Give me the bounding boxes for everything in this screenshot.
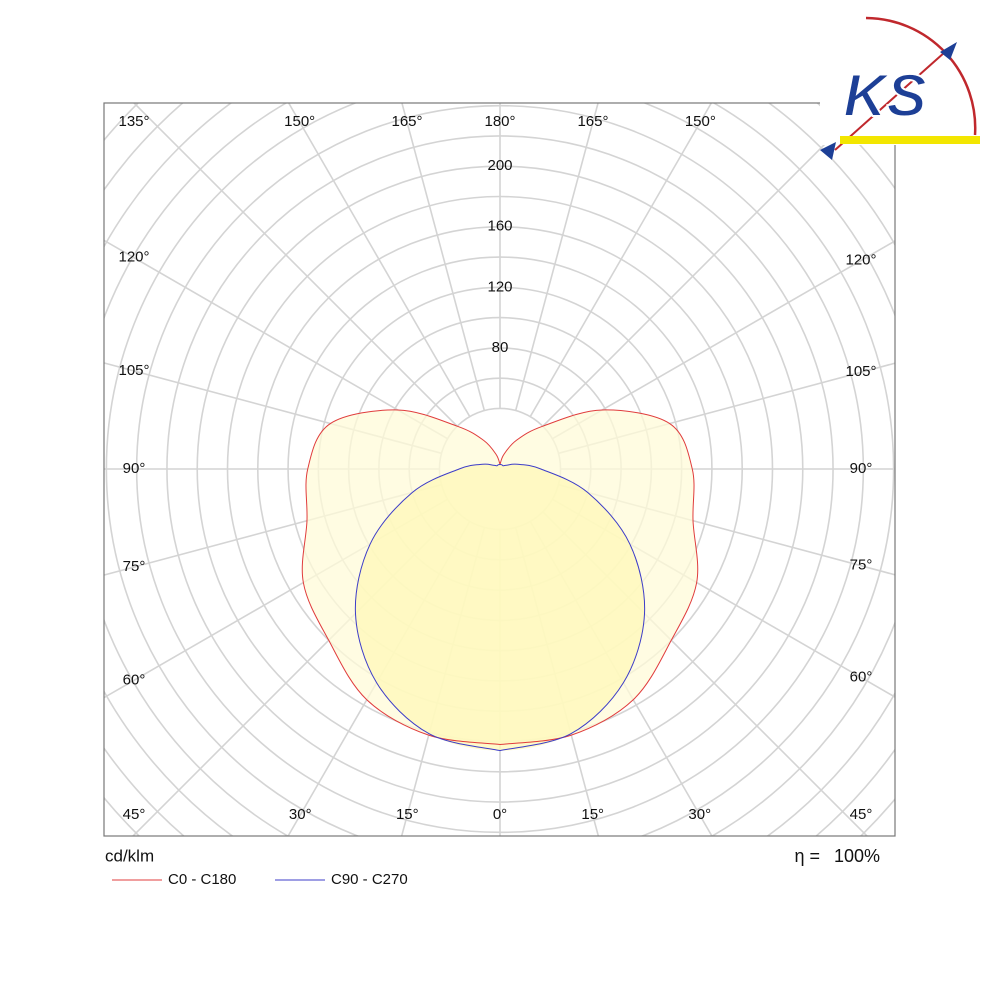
angle-label: 165° bbox=[577, 113, 608, 130]
angle-label: 30° bbox=[289, 806, 312, 823]
angle-label: 60° bbox=[850, 668, 873, 685]
angle-label: 45° bbox=[123, 806, 146, 823]
efficiency: 100% bbox=[834, 846, 880, 866]
series-line bbox=[499, 463, 646, 752]
logo-arrow bbox=[820, 142, 836, 160]
angle-label: 30° bbox=[688, 806, 711, 823]
angle-label: 120° bbox=[118, 249, 149, 266]
logo-text: KS bbox=[843, 62, 926, 129]
series-line bbox=[499, 409, 699, 746]
r-tick-label: 120 bbox=[487, 278, 512, 295]
angle-label: 180° bbox=[484, 113, 515, 130]
angle-label: 15° bbox=[396, 806, 419, 823]
unit-label: cd/klm bbox=[105, 846, 154, 865]
spoke bbox=[529, 103, 713, 417]
angle-label: 60° bbox=[123, 671, 146, 688]
legend-label: C90 - C270 bbox=[331, 871, 408, 888]
angle-label: 105° bbox=[845, 363, 876, 380]
angle-label: 105° bbox=[118, 362, 149, 379]
angle-label: 150° bbox=[685, 113, 716, 130]
spoke bbox=[401, 103, 486, 411]
angle-label: 165° bbox=[392, 113, 423, 130]
angle-label: 75° bbox=[123, 558, 146, 575]
series-line bbox=[301, 409, 501, 746]
r-tick-label: 160 bbox=[487, 218, 512, 235]
r-tick-label: 200 bbox=[487, 157, 512, 174]
angle-label: 135° bbox=[118, 113, 149, 130]
spoke bbox=[514, 103, 599, 411]
legend-label: C0 - C180 bbox=[168, 871, 236, 888]
area-fill bbox=[355, 464, 645, 751]
spoke bbox=[552, 240, 895, 440]
spoke bbox=[287, 103, 471, 417]
angle-label: 90° bbox=[850, 460, 873, 477]
series-line bbox=[354, 463, 501, 752]
angle-label: 150° bbox=[284, 113, 315, 130]
logo: KS bbox=[820, 16, 980, 160]
spoke bbox=[104, 239, 448, 440]
logo-bar bbox=[840, 136, 980, 144]
efficiency-symbol: η = bbox=[794, 846, 820, 866]
plot-frame bbox=[103, 102, 896, 837]
logo-arrow bbox=[940, 42, 957, 60]
angle-label: 0° bbox=[493, 806, 507, 823]
spoke bbox=[132, 103, 458, 427]
labels: 45° 30° 15° 0° 15° 30° 45° 60° 75° 90° 105° 120° 135… bbox=[118, 113, 876, 823]
angle-label: 120° bbox=[845, 252, 876, 269]
r-tick-label: 80 bbox=[492, 339, 509, 356]
logo-diag bbox=[834, 51, 946, 151]
angle-label: 45° bbox=[850, 806, 873, 823]
angle-label: 90° bbox=[123, 460, 146, 477]
angle-label: 75° bbox=[850, 557, 873, 574]
legend: C0 - C180 C90 - C270 bbox=[112, 871, 408, 888]
angle-label: 15° bbox=[581, 806, 604, 823]
logo-bg bbox=[820, 20, 980, 145]
